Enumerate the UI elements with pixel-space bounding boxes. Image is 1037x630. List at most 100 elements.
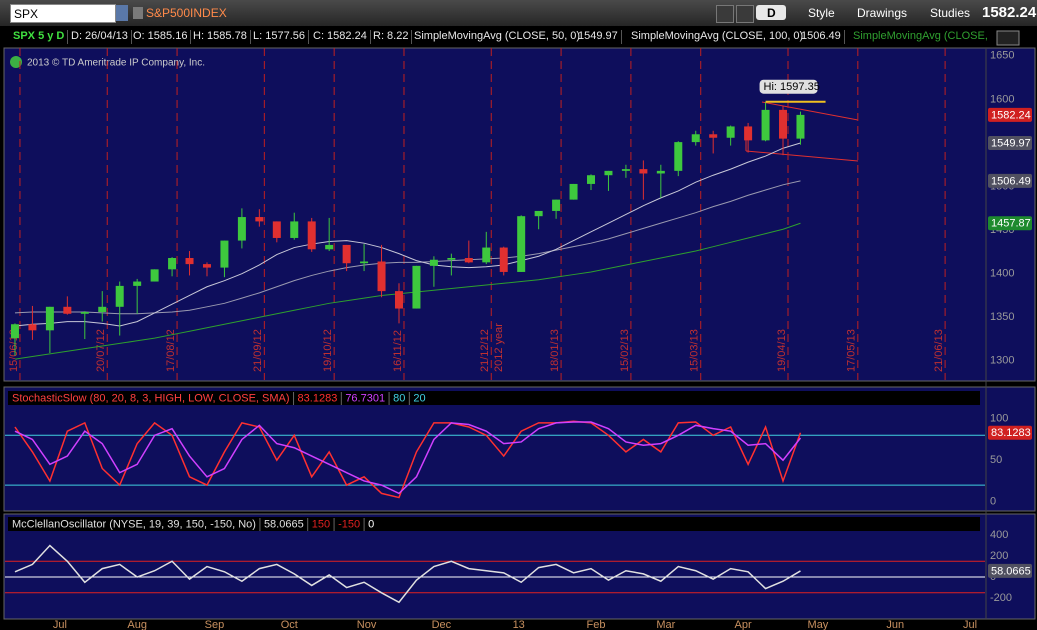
plot-layer: 1300135014001450150015501600165015/06/12…: [5, 48, 1032, 630]
candle-body: [552, 199, 561, 211]
y-tick-label: 100: [990, 413, 1008, 425]
logo: [10, 56, 22, 68]
value-tag: [988, 173, 1032, 188]
candle-body: [761, 109, 770, 141]
candle-body: [779, 109, 788, 139]
value-tag: [988, 107, 1032, 122]
y-tick-label: 1300: [990, 355, 1014, 367]
candle-body: [150, 269, 159, 282]
candle-body: [220, 240, 229, 268]
y-tick-label: 0: [990, 496, 996, 508]
tool[interactable]: [716, 5, 734, 23]
mcclellan-panel: [3, 513, 1036, 620]
candle-body: [587, 175, 596, 184]
x-tick-label: Aug: [127, 619, 147, 630]
candle-body: [307, 221, 316, 250]
candle-body: [691, 134, 700, 143]
value-tag: [988, 425, 1032, 440]
x-tick-label: Sep: [205, 619, 225, 630]
info-item: R: 8.22: [370, 30, 413, 44]
trendline: [761, 101, 859, 121]
x-tick-label: Oct: [281, 619, 298, 630]
y-tick-label: 1600: [990, 93, 1014, 105]
symbol: SPX: [14, 7, 39, 21]
expiration-label: 16/11/12: [392, 330, 404, 372]
expiration-label: 19/04/13: [776, 329, 788, 372]
x-tick-label: Jul: [53, 619, 67, 630]
candle-body: [726, 126, 735, 138]
series-line: [14, 544, 801, 604]
candle-body: [569, 183, 578, 200]
candle-body: [656, 170, 665, 174]
y-tick-label: -200: [990, 592, 1012, 604]
header-box: [8, 391, 980, 405]
candle-body: [133, 281, 142, 286]
x-tick-label: Dec: [432, 619, 452, 630]
candle-body: [325, 244, 334, 250]
study-value: 1549.97: [575, 30, 622, 44]
stochastic-panel: [3, 386, 1036, 512]
header-value: 80: [393, 392, 405, 404]
y-tick-label: 50: [990, 454, 1002, 466]
dropdown[interactable]: [116, 5, 128, 21]
y-tick-label: 1350: [990, 311, 1014, 323]
y-tick-label: 400: [990, 529, 1008, 541]
tool[interactable]: [736, 5, 754, 23]
info-bar: SPX 5 y D D: 26/04/13 O: 1585.16 H: 1585…: [0, 27, 1037, 47]
trendline: [745, 150, 859, 162]
annotation: Hi: 1597.35: [764, 81, 820, 93]
expiration-label: 19/10/12: [322, 329, 334, 372]
candle-body: [674, 142, 683, 171]
study-name: SimpleMovingAvg (CLOSE,: [853, 30, 988, 42]
icon: [133, 7, 143, 19]
series-line: [14, 142, 801, 327]
expiration-label: 21/09/12: [252, 329, 264, 372]
style-button[interactable]: Style: [808, 6, 835, 20]
study-value: 1506.49: [798, 30, 845, 44]
header-value: 150: [312, 518, 330, 530]
value-tag: [988, 216, 1032, 231]
candle-body: [272, 221, 281, 238]
value-tag-label: 1582.24: [991, 109, 1031, 121]
candle-body: [517, 216, 526, 272]
y-tick-label: 1550: [990, 137, 1014, 149]
header-value: 20: [413, 392, 425, 404]
x-tick-label: Jun: [886, 619, 904, 630]
y-tick-label: 1650: [990, 50, 1014, 62]
price-panel: [3, 47, 1036, 382]
candle-body: [482, 247, 491, 263]
candle-body: [394, 291, 403, 309]
studies-button[interactable]: Studies: [930, 6, 971, 20]
x-tick-label: Apr: [735, 619, 752, 630]
y-tick-label: 200: [990, 550, 1008, 562]
y-tick-label: 1450: [990, 224, 1014, 236]
value-tag-label: 1506.49: [991, 175, 1031, 187]
study-name: SimpleMovingAvg (CLOSE, 100, 0): [631, 30, 804, 42]
toolbar: SPX S&P500INDEX D Style Drawings Studies…: [0, 0, 1037, 26]
candle-body: [202, 264, 211, 268]
header-value: 83.1283: [298, 392, 338, 404]
candle-body: [255, 217, 264, 222]
y-tick-label: 1400: [990, 268, 1014, 280]
chart-symbol: SPX 5 y D: [10, 30, 69, 44]
value-tag-label: 58.0665: [991, 565, 1031, 577]
copyright: 2013 © TD Ameritrade IP Company, Inc.: [27, 58, 205, 69]
drawings-button[interactable]: Drawings: [857, 6, 908, 20]
study-name: SimpleMovingAvg (CLOSE, 50, 0): [414, 30, 581, 42]
candle-body: [342, 244, 351, 264]
candle-body: [80, 312, 89, 314]
expiration-label: 15/03/13: [689, 329, 701, 372]
info-item: L: 1577.56: [250, 30, 309, 44]
symbol-input[interactable]: SPX: [10, 4, 116, 23]
candle-body: [709, 134, 718, 138]
y-tick-label: 1500: [990, 180, 1014, 192]
expiration-label: 20/07/12: [95, 329, 107, 372]
series-line: [14, 222, 801, 360]
candle-body: [377, 261, 386, 292]
candle-body: [115, 285, 124, 307]
aggregation-button[interactable]: D: [756, 5, 786, 20]
header-value: 58.0665: [264, 518, 304, 530]
candle-body: [621, 169, 630, 171]
year-marker: 2012 year: [493, 323, 505, 372]
x-tick-label: 13: [513, 619, 525, 630]
